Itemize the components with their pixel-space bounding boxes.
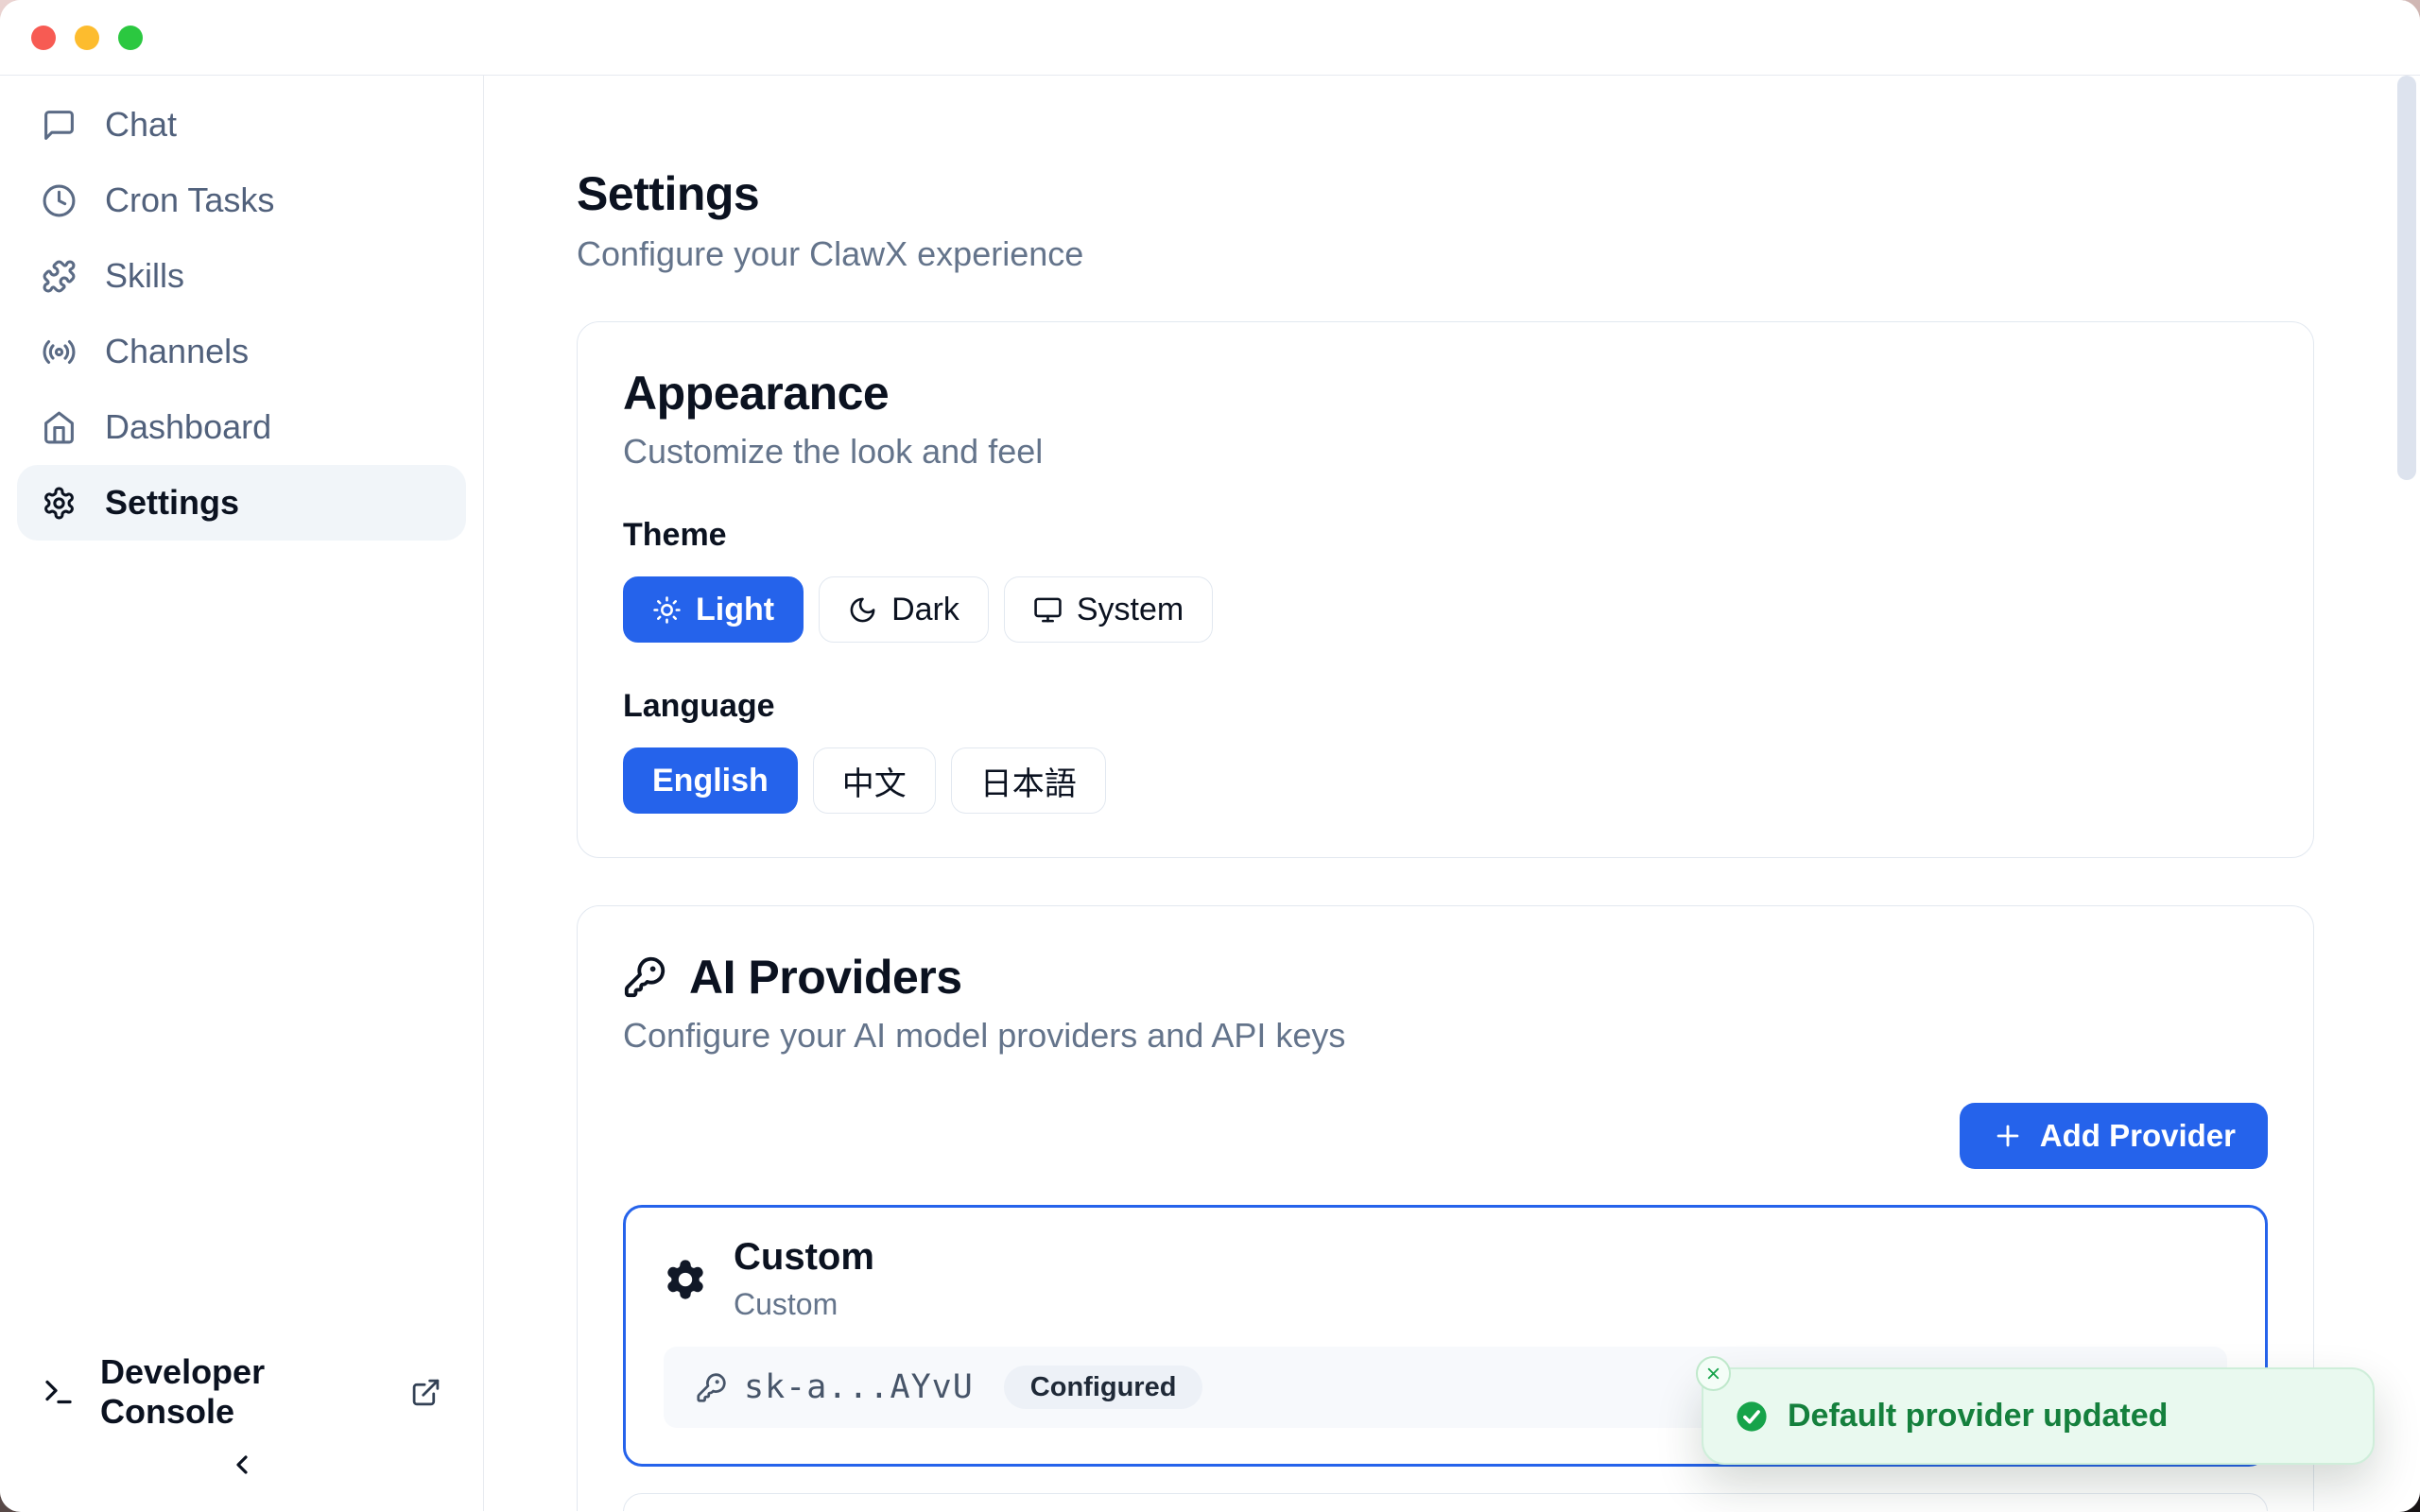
appearance-subtitle: Customize the look and feel: [623, 432, 1044, 471]
theme-label: Theme: [623, 517, 727, 553]
theme-option-label: Light: [696, 591, 775, 627]
language-chinese-button[interactable]: 中文: [812, 747, 936, 814]
sidebar-item-label: Chat: [105, 105, 178, 144]
puzzle-icon: [42, 259, 77, 294]
minimize-window-button[interactable]: [75, 25, 99, 50]
language-english-button[interactable]: English: [623, 747, 798, 814]
sun-icon: [652, 595, 682, 625]
theme-options: Light Dark System: [623, 576, 2268, 643]
key-icon: [623, 955, 666, 999]
sidebar-item-channels[interactable]: Channels: [17, 314, 466, 389]
plus-icon: [1992, 1120, 2024, 1152]
ai-providers-title: AI Providers: [623, 950, 2268, 1005]
provider-type: Custom: [734, 1287, 838, 1321]
clock-icon: [42, 183, 77, 218]
theme-option-label: System: [1076, 591, 1184, 627]
collapse-sidebar-button[interactable]: [0, 1430, 483, 1503]
api-key-masked: sk-a...AYvU: [744, 1368, 974, 1406]
close-window-button[interactable]: [31, 25, 56, 50]
language-label: Language: [623, 688, 775, 724]
sidebar-item-skills[interactable]: Skills: [17, 238, 466, 314]
ai-providers-subtitle: Configure your AI model providers and AP…: [623, 1016, 1346, 1055]
chat-icon: [42, 108, 77, 143]
scrollbar-thumb[interactable]: [2397, 76, 2416, 480]
main-content: Settings Configure your ClawX experience…: [484, 76, 2420, 1511]
appearance-card: Appearance Customize the look and feel T…: [577, 321, 2314, 858]
configured-badge: Configured: [1003, 1366, 1203, 1409]
home-icon: [42, 410, 77, 445]
sidebar-item-settings[interactable]: Settings: [17, 465, 466, 541]
gear-icon: [42, 486, 77, 521]
terminal-icon: [42, 1375, 76, 1409]
toast-message: Default provider updated: [1788, 1398, 2169, 1434]
sidebar-item-label: Dashboard: [105, 407, 272, 446]
sidebar-item-chat[interactable]: Chat: [17, 87, 466, 163]
sidebar-item-label: Skills: [105, 256, 185, 295]
radio-icon: [42, 335, 77, 369]
theme-system-button[interactable]: System: [1003, 576, 1214, 643]
sidebar-item-cron-tasks[interactable]: Cron Tasks: [17, 163, 466, 238]
sidebar-item-label: Channels: [105, 332, 250, 370]
monitor-icon: [1033, 595, 1063, 625]
titlebar[interactable]: [0, 0, 2420, 76]
appearance-title: Appearance: [623, 367, 890, 420]
external-link-icon[interactable]: [410, 1377, 441, 1408]
sidebar-item-label: Settings: [105, 483, 240, 522]
sidebar-item-label: Cron Tasks: [105, 180, 275, 219]
key-icon: [696, 1372, 727, 1403]
add-provider-button[interactable]: Add Provider: [1959, 1103, 2268, 1169]
page-subtitle: Configure your ClawX experience: [577, 234, 1084, 273]
provider-name: Custom: [734, 1236, 874, 1278]
toast-close-button[interactable]: [1696, 1356, 1731, 1391]
developer-console-label: Developer Console: [100, 1352, 266, 1431]
language-option-label: English: [652, 762, 769, 799]
gear-filled-icon: [664, 1258, 707, 1301]
language-japanese-button[interactable]: 日本語: [950, 747, 1106, 814]
language-option-label: 中文: [841, 765, 907, 802]
theme-option-label: Dark: [891, 591, 959, 627]
provider-card-openrouter[interactable]: OpenRouter: [623, 1493, 2268, 1511]
theme-dark-button[interactable]: Dark: [819, 576, 989, 643]
sidebar: Chat Cron Tasks Skills: [0, 76, 484, 1511]
add-provider-label: Add Provider: [2039, 1118, 2236, 1153]
check-circle-icon: [1736, 1400, 1768, 1433]
chevron-left-icon: [227, 1450, 257, 1485]
zoom-window-button[interactable]: [118, 25, 143, 50]
moon-icon: [848, 595, 877, 625]
developer-console-button[interactable]: Developer Console: [17, 1352, 466, 1431]
sidebar-nav: Chat Cron Tasks Skills: [0, 87, 483, 541]
language-option-label: 日本語: [979, 765, 1077, 802]
theme-light-button[interactable]: Light: [623, 576, 804, 643]
page-title: Settings: [577, 167, 760, 220]
language-options: English 中文 日本語: [623, 747, 2268, 814]
toast-notification: Default provider updated: [1696, 1356, 2375, 1465]
sidebar-footer: Developer Console: [0, 1352, 483, 1503]
sidebar-item-dashboard[interactable]: Dashboard: [17, 389, 466, 465]
